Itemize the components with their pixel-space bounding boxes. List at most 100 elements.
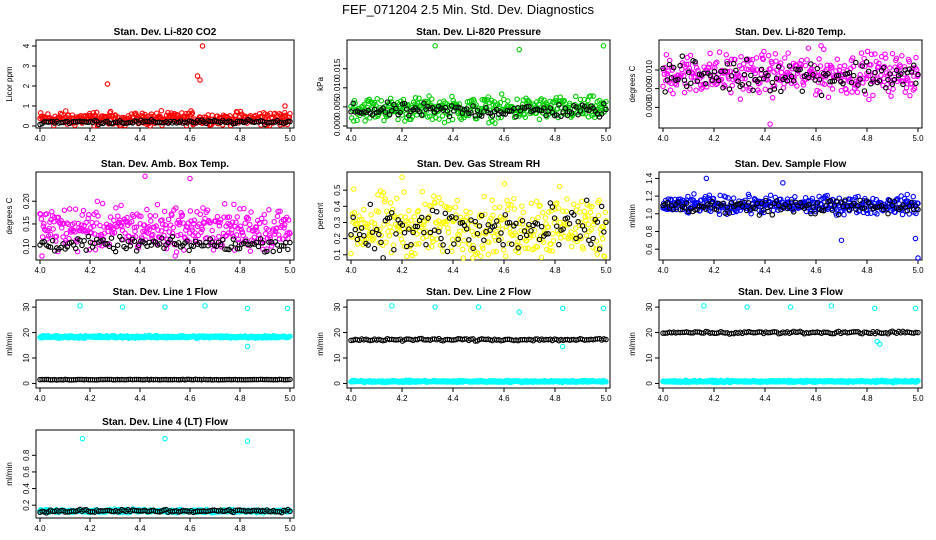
- data-point-current: [862, 63, 868, 70]
- data-point-reference: [726, 86, 733, 92]
- y-tick-label: 0.008: [645, 97, 654, 118]
- data-point-current: [556, 183, 563, 190]
- data-point-current: [362, 118, 368, 124]
- plot-frame: [658, 39, 923, 129]
- data-point-reference: [403, 106, 410, 112]
- data-point-reference: [711, 68, 718, 75]
- data-point-current: [147, 213, 153, 219]
- data-point-current: [39, 234, 46, 240]
- data-point-reference: [493, 106, 500, 113]
- data-point-current: [905, 77, 911, 83]
- data-point-current: [387, 224, 393, 230]
- data-point-current: [724, 68, 731, 75]
- data-point-current: [841, 77, 847, 84]
- data-point-current: [217, 217, 224, 223]
- x-tick-label: 4.4: [134, 266, 146, 275]
- data-point-current: [57, 110, 64, 117]
- data-point-current: [850, 63, 857, 70]
- data-point-reference: [230, 120, 237, 127]
- data-point-current: [602, 209, 609, 216]
- y-tick-label: 0.010: [645, 59, 654, 80]
- outlier-point: [701, 303, 707, 309]
- data-point-current: [368, 211, 374, 218]
- data-point-current: [802, 62, 809, 69]
- data-point-current: [789, 66, 795, 72]
- y-tick-label: 30: [645, 302, 654, 311]
- data-point-current: [274, 213, 281, 220]
- y-tick-label: 0.10: [22, 238, 31, 254]
- data-point-reference: [868, 81, 874, 87]
- data-point-current: [163, 225, 169, 232]
- x-tick-label: 4.6: [498, 266, 510, 275]
- y-axis-label: degrees C: [5, 197, 14, 234]
- x-tick-label: 4.4: [759, 134, 771, 143]
- x-tick-label: 4.0: [657, 134, 669, 143]
- x-tick-label: 4.8: [549, 266, 561, 275]
- y-tick-label: 10: [645, 353, 654, 362]
- x-tick-label: 4.4: [447, 134, 459, 143]
- x-tick-label: 5.0: [284, 524, 296, 533]
- x-tick-label: 4.0: [657, 266, 669, 275]
- outlier-point: [432, 43, 438, 49]
- data-point-current: [505, 206, 511, 213]
- data-point-current: [710, 72, 717, 78]
- outlier-point: [559, 305, 566, 312]
- data-point-current: [461, 237, 467, 244]
- panel-title: Stan. Dev. Line 4 (LT) Flow: [102, 417, 228, 428]
- data-point-current: [221, 201, 228, 207]
- data-point-current: [79, 212, 85, 218]
- data-point-reference: [664, 77, 671, 83]
- data-point-current: [769, 60, 775, 67]
- data-point-current: [872, 51, 878, 57]
- data-point-current: [760, 56, 767, 63]
- data-point-current: [670, 90, 676, 97]
- data-point-reference: [730, 60, 737, 67]
- data-point-reference: [805, 74, 812, 81]
- data-point-current: [550, 231, 556, 237]
- x-tick-label: 4.4: [447, 394, 459, 403]
- data-point-reference: [598, 203, 605, 210]
- data-point-reference: [720, 84, 726, 91]
- data-point-current: [44, 236, 51, 242]
- data-point-reference: [748, 72, 754, 79]
- data-point-current: [144, 206, 150, 213]
- data-point-current: [155, 227, 161, 233]
- data-point-current: [663, 51, 670, 58]
- data-point-current: [159, 221, 166, 228]
- data-point-current: [200, 205, 206, 211]
- data-point-current: [235, 236, 242, 243]
- data-point-current: [714, 59, 720, 65]
- outlier-point: [600, 43, 607, 49]
- panel-title: Stan. Dev. Sample Flow: [735, 159, 847, 170]
- y-tick-label: 0.5: [333, 184, 342, 196]
- data-point-current: [756, 89, 762, 96]
- data-point-current: [175, 232, 181, 239]
- data-point-current: [533, 198, 540, 205]
- data-point-reference: [799, 88, 806, 94]
- data-point-current: [169, 230, 176, 237]
- data-point-current: [139, 110, 145, 117]
- data-point-reference: [846, 69, 853, 76]
- data-point-current: [520, 209, 526, 216]
- data-point-reference: [397, 109, 404, 116]
- data-point-current: [158, 228, 165, 234]
- data-point-current: [133, 224, 140, 230]
- data-point-reference: [660, 65, 666, 72]
- data-point-current: [716, 49, 723, 55]
- data-point-current: [260, 109, 267, 116]
- data-point-current: [207, 219, 213, 226]
- x-tick-label: 4.2: [396, 134, 408, 143]
- data-point-current: [594, 251, 601, 257]
- outlier-point: [828, 303, 835, 309]
- outlier-point: [282, 103, 288, 109]
- data-point-current: [572, 93, 579, 100]
- plot-frame: [35, 299, 295, 389]
- data-point-current: [824, 62, 830, 68]
- data-point-current: [550, 238, 557, 244]
- data-point-current: [882, 55, 889, 61]
- data-point-current: [522, 114, 529, 120]
- data-point-current: [587, 209, 594, 216]
- data-point-reference: [573, 104, 579, 110]
- data-point-current: [118, 202, 124, 209]
